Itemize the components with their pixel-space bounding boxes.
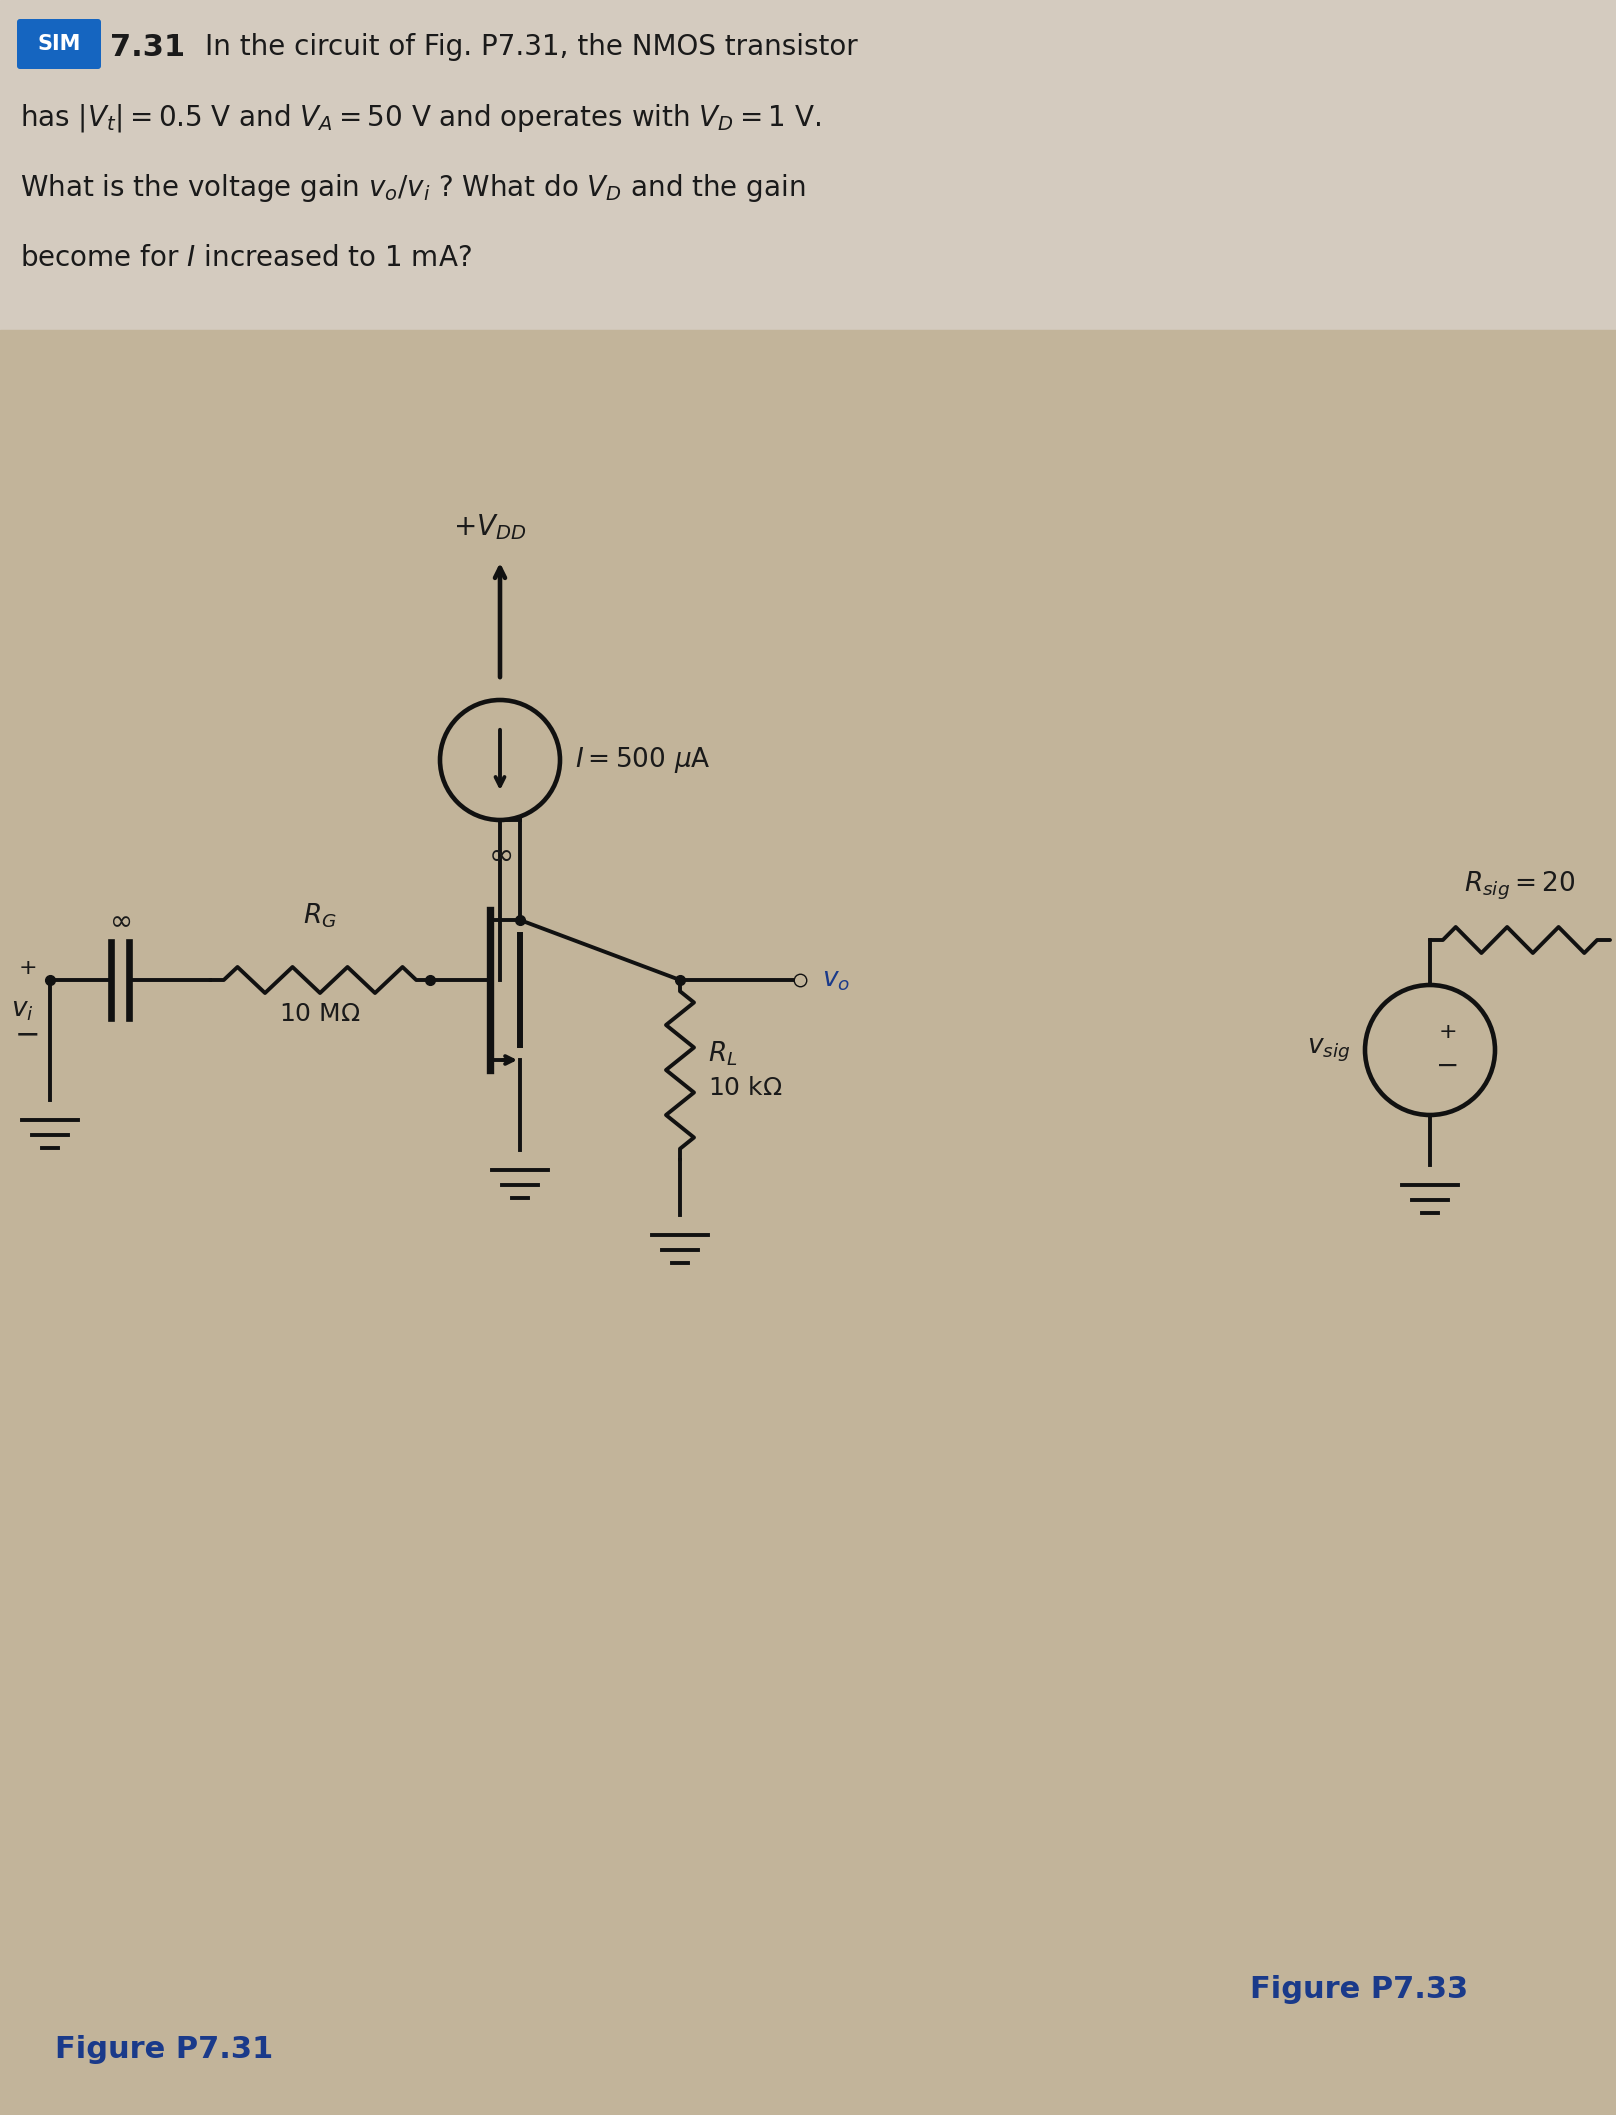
Bar [0,0,1616,330]
Text: What is the voltage gain $v_o/v_i$ ? What do $V_D$ and the gain: What is the voltage gain $v_o/v_i$ ? Wha… [19,171,805,203]
Text: $+V_{DD}$: $+V_{DD}$ [454,512,527,541]
Text: become for $I$ increased to 1 mA?: become for $I$ increased to 1 mA? [19,243,472,273]
Text: 10 M$\Omega$: 10 M$\Omega$ [280,1003,360,1026]
Text: $\infty$: $\infty$ [488,840,512,869]
Text: $R_G$: $R_G$ [304,901,336,931]
Text: Figure P7.31: Figure P7.31 [55,2035,273,2064]
Text: +: + [19,958,37,977]
FancyBboxPatch shape [18,19,100,70]
Text: −: − [1437,1051,1459,1081]
Text: 10 k$\Omega$: 10 k$\Omega$ [708,1077,782,1100]
Text: has $|V_t|=0.5$ V and $V_A=50$ V and operates with $V_D=1$ V.: has $|V_t|=0.5$ V and $V_A=50$ V and ope… [19,102,821,133]
Text: −: − [15,1022,40,1049]
Text: $\infty$: $\infty$ [108,905,131,935]
Text: Figure P7.33: Figure P7.33 [1251,1975,1467,2005]
Text: $\mathit{v}_{sig}$: $\mathit{v}_{sig}$ [1307,1036,1349,1064]
Text: +: + [1438,1022,1458,1043]
Text: $I = 500\ \mu\mathrm{A}$: $I = 500\ \mu\mathrm{A}$ [575,744,711,774]
Text: $v_o$: $v_o$ [823,967,850,994]
Text: SIM: SIM [37,34,81,55]
Bar [0,330,1616,2115]
Text: 7.31: 7.31 [110,32,186,61]
Text: $R_{sig} = 20$: $R_{sig} = 20$ [1464,869,1576,901]
Text: $v_i$: $v_i$ [11,996,34,1024]
Text: In the circuit of Fig. P7.31, the NMOS transistor: In the circuit of Fig. P7.31, the NMOS t… [205,34,858,61]
Text: $R_L$: $R_L$ [708,1041,737,1068]
